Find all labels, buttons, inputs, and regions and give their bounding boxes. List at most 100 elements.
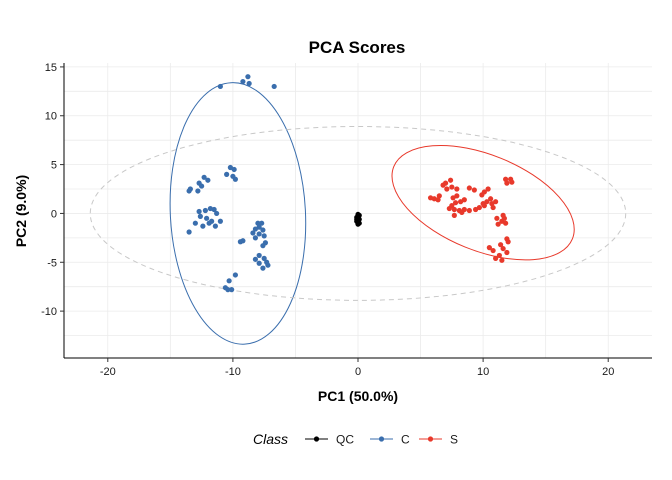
point-c (195, 188, 201, 194)
point-s (451, 206, 457, 213)
point-s (476, 204, 482, 211)
point-c (261, 233, 267, 239)
point-s (504, 180, 510, 186)
point-s (435, 197, 441, 203)
score-points (186, 74, 515, 293)
point-s (449, 184, 455, 190)
point-c (196, 208, 202, 215)
legend: Class QC C S (253, 431, 458, 447)
point-c (259, 220, 265, 226)
point-s (479, 192, 485, 198)
point-c (197, 213, 203, 219)
point-c (260, 265, 266, 271)
x-tick-label: 10 (477, 366, 489, 378)
point-s (499, 257, 505, 263)
point-s (466, 185, 472, 191)
y-tick-label: -5 (47, 257, 57, 269)
point-s (454, 186, 460, 192)
point-c (245, 74, 251, 80)
point-c (260, 243, 266, 249)
point-s (500, 245, 506, 252)
legend-label: QC (336, 433, 354, 447)
point-s (459, 209, 465, 216)
point-s (486, 245, 492, 251)
point-c (205, 177, 211, 183)
point-s (498, 242, 504, 248)
chart-title: PCA Scores (309, 38, 406, 57)
point-s (452, 200, 459, 206)
point-c (237, 239, 243, 245)
point-c (212, 223, 218, 229)
point-s (447, 177, 454, 183)
legend-label: S (450, 433, 458, 447)
point-c (186, 229, 192, 235)
y-tick-label: 15 (45, 62, 57, 74)
point-c (240, 78, 246, 85)
x-tick-label: -20 (100, 366, 116, 378)
point-c (271, 83, 277, 90)
point-s (503, 176, 509, 182)
point-s (446, 205, 452, 212)
legend-label: C (401, 433, 410, 447)
point-c (204, 215, 210, 221)
point-c (200, 223, 206, 229)
grid (64, 63, 652, 358)
point-s (466, 207, 472, 214)
point-s (505, 239, 511, 245)
point-c (192, 220, 198, 226)
point-c (186, 188, 192, 194)
point-c (201, 174, 207, 180)
point-qc (354, 216, 360, 222)
point-c (226, 278, 232, 284)
point-s (490, 204, 496, 211)
y-tick-label: -10 (41, 306, 57, 318)
y-axis-title: PC2 (9.0%) (13, 175, 29, 247)
x-tick-label: -10 (225, 366, 241, 378)
legend-items: QC C S (305, 433, 458, 447)
point-s (480, 201, 486, 207)
point-c (252, 226, 259, 232)
legend-item-qc: QC (305, 433, 354, 447)
point-s (436, 193, 442, 199)
point-s (450, 195, 456, 201)
point-c (229, 287, 235, 293)
point-c (232, 272, 238, 278)
x-tick-label: 20 (602, 366, 614, 378)
point-s (440, 182, 446, 188)
point-c (246, 80, 252, 87)
point-s (451, 212, 457, 218)
point-c (250, 230, 256, 236)
point-c (260, 227, 266, 233)
point-s (471, 187, 477, 193)
point-c (202, 207, 208, 214)
point-s (485, 186, 491, 192)
point-s (493, 255, 499, 261)
y-tick-label: 0 (51, 208, 57, 220)
point-c (256, 252, 262, 259)
point-c (256, 231, 262, 237)
point-c (232, 176, 238, 182)
point-c (255, 220, 261, 226)
ellipse-overall (89, 125, 627, 301)
point-s (427, 195, 434, 201)
point-s (490, 247, 496, 254)
point-s (493, 199, 499, 205)
legend-item-c: C (370, 433, 410, 447)
point-c (199, 183, 205, 189)
point-s (494, 215, 500, 221)
point-s (496, 252, 502, 259)
legend-title: Class (253, 431, 288, 447)
point-c (252, 235, 259, 241)
y-tick-label: 10 (45, 111, 57, 123)
point-s (509, 179, 515, 185)
point-c (217, 83, 223, 90)
point-s (504, 249, 510, 256)
point-c (261, 255, 267, 261)
x-axis-title: PC1 (50.0%) (318, 388, 398, 404)
point-c (214, 210, 220, 217)
point-c (207, 205, 213, 212)
ticks: -20 -10 0 10 20 -10 -5 0 5 10 15 (41, 62, 614, 378)
point-qc (356, 212, 362, 218)
legend-item-s: S (419, 433, 458, 447)
confidence-ellipses (89, 82, 627, 345)
